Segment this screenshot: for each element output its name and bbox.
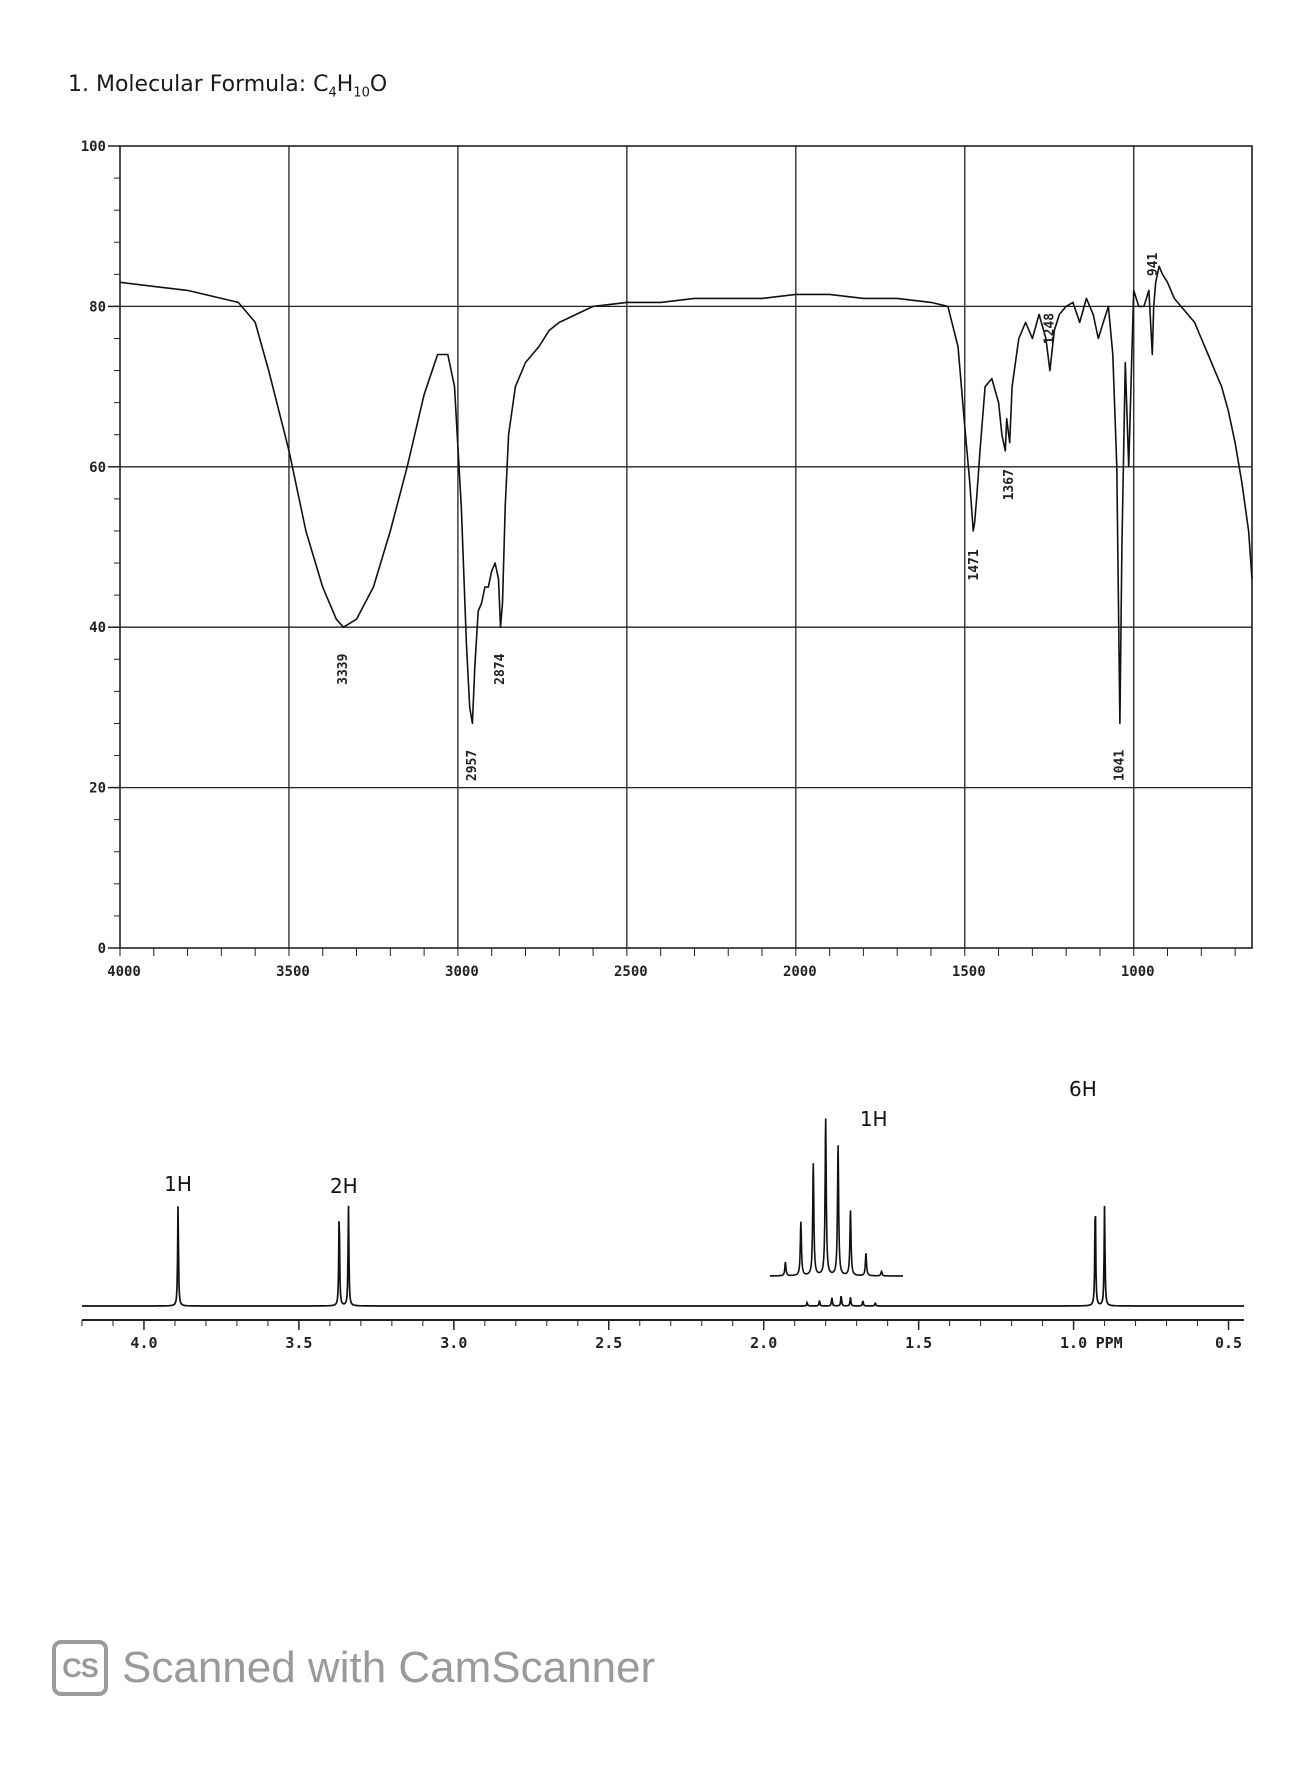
ir-peak-label: 1367 (1002, 469, 1017, 500)
ir-x-tick-label: 3500 (276, 964, 310, 980)
camscanner-logo-icon: CS (52, 1640, 108, 1696)
ir-x-tick-label: 4000 (107, 964, 141, 980)
nmr-multiplet-inset (769, 1118, 903, 1277)
ir-y-tick-label: 0 (98, 941, 106, 957)
nmr-integration-label: 1H (164, 1172, 192, 1196)
nmr-x-tick-label: 4.0 (130, 1334, 157, 1352)
ir-x-tick-label: 1500 (952, 964, 986, 980)
camscanner-watermark: CS Scanned with CamScanner (52, 1640, 655, 1696)
nmr-spectrum-line (82, 1205, 1244, 1307)
ir-peak-label: 2874 (493, 653, 508, 684)
nmr-x-tick-label: 1.5 (905, 1334, 932, 1352)
ir-spectrum-line (119, 265, 1253, 725)
camscanner-text: Scanned with CamScanner (122, 1643, 656, 1692)
nmr-x-tick-label: 2.0 (750, 1334, 777, 1352)
ir-peak-label: 1041 (1112, 750, 1127, 781)
ir-peak-label: 3339 (336, 654, 351, 685)
nmr-x-unit-label: PPM (1096, 1334, 1123, 1352)
ir-peak-label: 2957 (465, 750, 480, 781)
nmr-x-tick-label: 1.0 (1060, 1334, 1087, 1352)
ir-x-tick-label: 2500 (614, 964, 648, 980)
ir-peak-label: 1248 (1042, 313, 1057, 344)
ir-peak-label: 1471 (967, 549, 982, 580)
nmr-x-tick-label: 0.5 (1215, 1334, 1242, 1352)
ir-peak-label: 941 (1146, 252, 1161, 276)
ir-y-tick-label: 100 (81, 139, 106, 155)
nmr-x-tick-label: 2.5 (595, 1334, 622, 1352)
molecular-formula-title: 1. Molecular Formula: C4H10O (68, 72, 388, 101)
ir-x-tick-label: 3000 (445, 964, 479, 980)
ir-y-tick-label: 40 (89, 620, 106, 636)
ir-y-tick-label: 60 (89, 460, 106, 476)
ir-x-tick-label: 2000 (783, 964, 817, 980)
nmr-x-tick-label: 3.0 (440, 1334, 467, 1352)
nmr-integration-label: 2H (330, 1174, 358, 1198)
ir-plot-frame (119, 145, 1253, 949)
nmr-integration-label: 1H (860, 1107, 888, 1131)
nmr-x-tick-label: 3.5 (285, 1334, 312, 1352)
ir-x-tick-label: 1000 (1121, 964, 1155, 980)
nmr-integration-label: 6H (1069, 1077, 1097, 1101)
ir-y-tick-label: 80 (89, 299, 106, 315)
ir-y-tick-label: 20 (89, 781, 106, 797)
